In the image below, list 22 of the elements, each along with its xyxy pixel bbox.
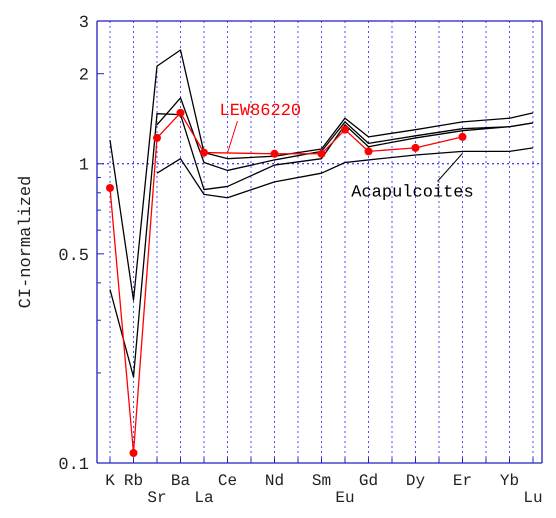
y-tick-label: 0.5	[58, 246, 89, 266]
y-tick-label: 3	[78, 14, 89, 33]
y-tick-label: 2	[78, 66, 89, 86]
x-tick-label: Sm	[312, 472, 332, 490]
x-tick-label: Dy	[406, 472, 426, 490]
y-tick-label: 1	[78, 156, 89, 176]
x-tick-label: Sr	[147, 489, 167, 507]
x-tick-label: Yb	[500, 472, 520, 490]
x-tick-label: Rb	[124, 472, 144, 490]
x-tick-label: K	[105, 472, 116, 490]
y-tick-label: 0.1	[58, 456, 89, 475]
x-tick-label: Ba	[170, 472, 190, 490]
x-tick-label: Eu	[335, 489, 355, 507]
x-tick-label: Nd	[264, 472, 284, 490]
series-label: LEW86220	[220, 102, 302, 121]
x-tick-label: La	[194, 489, 214, 507]
x-tick-label: Er	[452, 472, 472, 490]
x-tick-label: Ce	[218, 472, 238, 490]
x-tick-label: Gd	[358, 472, 378, 490]
x-tick-label: Lu	[523, 489, 543, 507]
y-axis-title: CI-normalized	[17, 176, 36, 308]
annotation: Acapulcoites	[351, 183, 474, 202]
